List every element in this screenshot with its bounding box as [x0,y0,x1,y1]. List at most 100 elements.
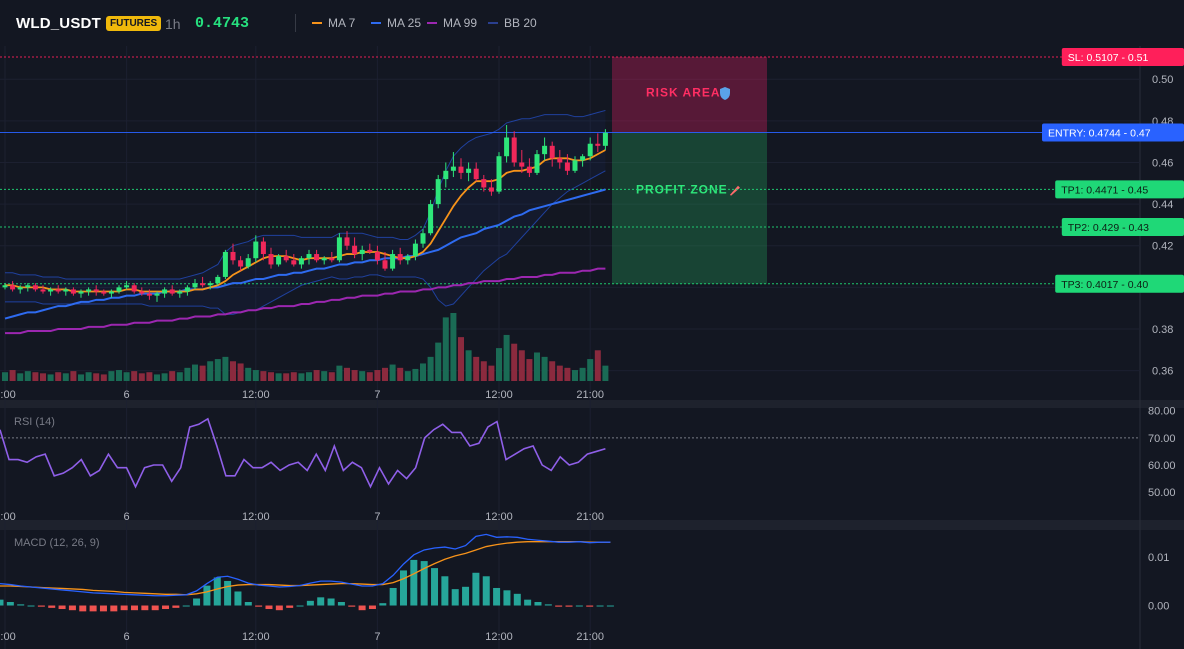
candle-body [405,256,411,261]
legend-ma25[interactable]: MA 25 [371,16,421,30]
y-tick-label: 0.44 [1152,199,1173,211]
y-tick-label: 0.50 [1152,74,1173,86]
tp-level-label: TP3: 0.4017 - 0.40 [1061,279,1148,291]
volume-bar [47,374,54,381]
macd-histogram-bar [368,605,376,610]
volume-bar [100,374,107,381]
candle-body [549,145,555,159]
macd-histogram-bar [327,598,335,606]
macd-histogram-bar [286,605,294,608]
macd-histogram-bar [306,600,314,606]
x-tick-label: 7 [374,631,380,643]
legend-ma7[interactable]: MA 7 [312,16,355,30]
macd-signal-line [0,541,611,596]
macd-histogram-bar [68,605,76,611]
symbol-title[interactable]: WLD_USDT [16,15,101,32]
candle-body [542,145,548,155]
volume-bar [230,361,236,381]
volume-bar [245,367,252,381]
rsi-y-tick-label: 50.00 [1148,487,1176,499]
candle-body [154,293,160,296]
macd-line [0,533,611,597]
candle-body [587,143,593,157]
candle-body [428,204,434,234]
timeframe-label[interactable]: 1h [165,16,181,32]
candle-body [200,283,206,286]
candle-body [450,166,456,171]
rsi-y-tick-label: 60.00 [1148,460,1176,472]
volume-bar [397,367,404,381]
macd-histogram-bar [151,605,159,611]
candle-body [367,249,373,252]
candle-body [177,291,183,294]
volume-bar [465,350,472,381]
x-tick-label: 7 [374,511,380,523]
candle-body [298,258,304,265]
chart-header: WLD_USDT FUTURES 1h 0.4743 MA 7 MA 25 MA… [0,0,1184,46]
volume-bar [275,373,282,381]
candle-body [390,254,396,269]
volume-bar [2,372,8,381]
volume-bar [207,361,214,381]
volume-bar [602,365,609,381]
volume-bar [556,365,563,381]
volume-bar [146,372,153,381]
candle-body [564,162,570,171]
macd-histogram-bar [89,605,97,612]
macd-histogram-bar [17,604,25,606]
volume-bar [404,371,411,381]
x-tick-label: 2:00 [0,631,16,643]
macd-histogram-bar [48,605,56,608]
y-tick-label: 0.42 [1152,241,1173,253]
volume-bar [138,373,145,381]
legend-swatch [371,22,381,24]
volume-bar [359,371,366,381]
volume-bar [336,365,343,381]
candle-body [253,241,259,259]
legend-ma99[interactable]: MA 99 [427,16,477,30]
candle-body [162,289,168,294]
candle-body [230,251,236,261]
volume-bar [116,370,122,381]
macd-histogram-bar [110,605,118,612]
macd-histogram-bar [130,605,138,611]
macd-y-tick-label: 0.00 [1148,601,1169,613]
ma25-line [4,188,606,320]
macd-histogram-bar [431,568,439,606]
macd-histogram-bar [120,605,128,611]
candle-body [374,251,380,261]
volume-bar [24,371,31,381]
volume-bar [328,372,335,381]
macd-histogram-bar [172,605,180,608]
volume-bar [78,374,84,381]
volume-bar [169,371,176,381]
candle-body [63,289,69,292]
candle-body [78,291,84,294]
candle-body [466,168,472,173]
x-tick-label: 6 [124,389,130,401]
candle-body [40,289,46,292]
candle-body [131,285,137,292]
candle-body [215,276,221,284]
macd-histogram-bar [37,605,45,607]
volume-bar [306,372,312,381]
volume-bar [442,317,449,381]
x-tick-label: 21:00 [576,631,604,643]
volume-bar [488,365,495,381]
entry-level-label: ENTRY: 0.4744 - 0.47 [1048,127,1151,139]
bb-band-fill [5,110,606,315]
volume-bar [192,364,198,381]
volume-bar [161,373,168,381]
candle-body [184,287,190,292]
candle-body [276,256,282,265]
macd-histogram-bar [534,602,542,606]
y-tick-label: 0.36 [1152,366,1173,378]
candle-body [519,162,525,167]
volume-bar [32,372,39,381]
x-tick-label: 21:00 [576,389,604,401]
volume-bar [503,334,510,381]
macd-histogram-bar [596,605,604,607]
macd-histogram-bar [265,605,273,610]
legend-bb20[interactable]: BB 20 [488,16,537,30]
